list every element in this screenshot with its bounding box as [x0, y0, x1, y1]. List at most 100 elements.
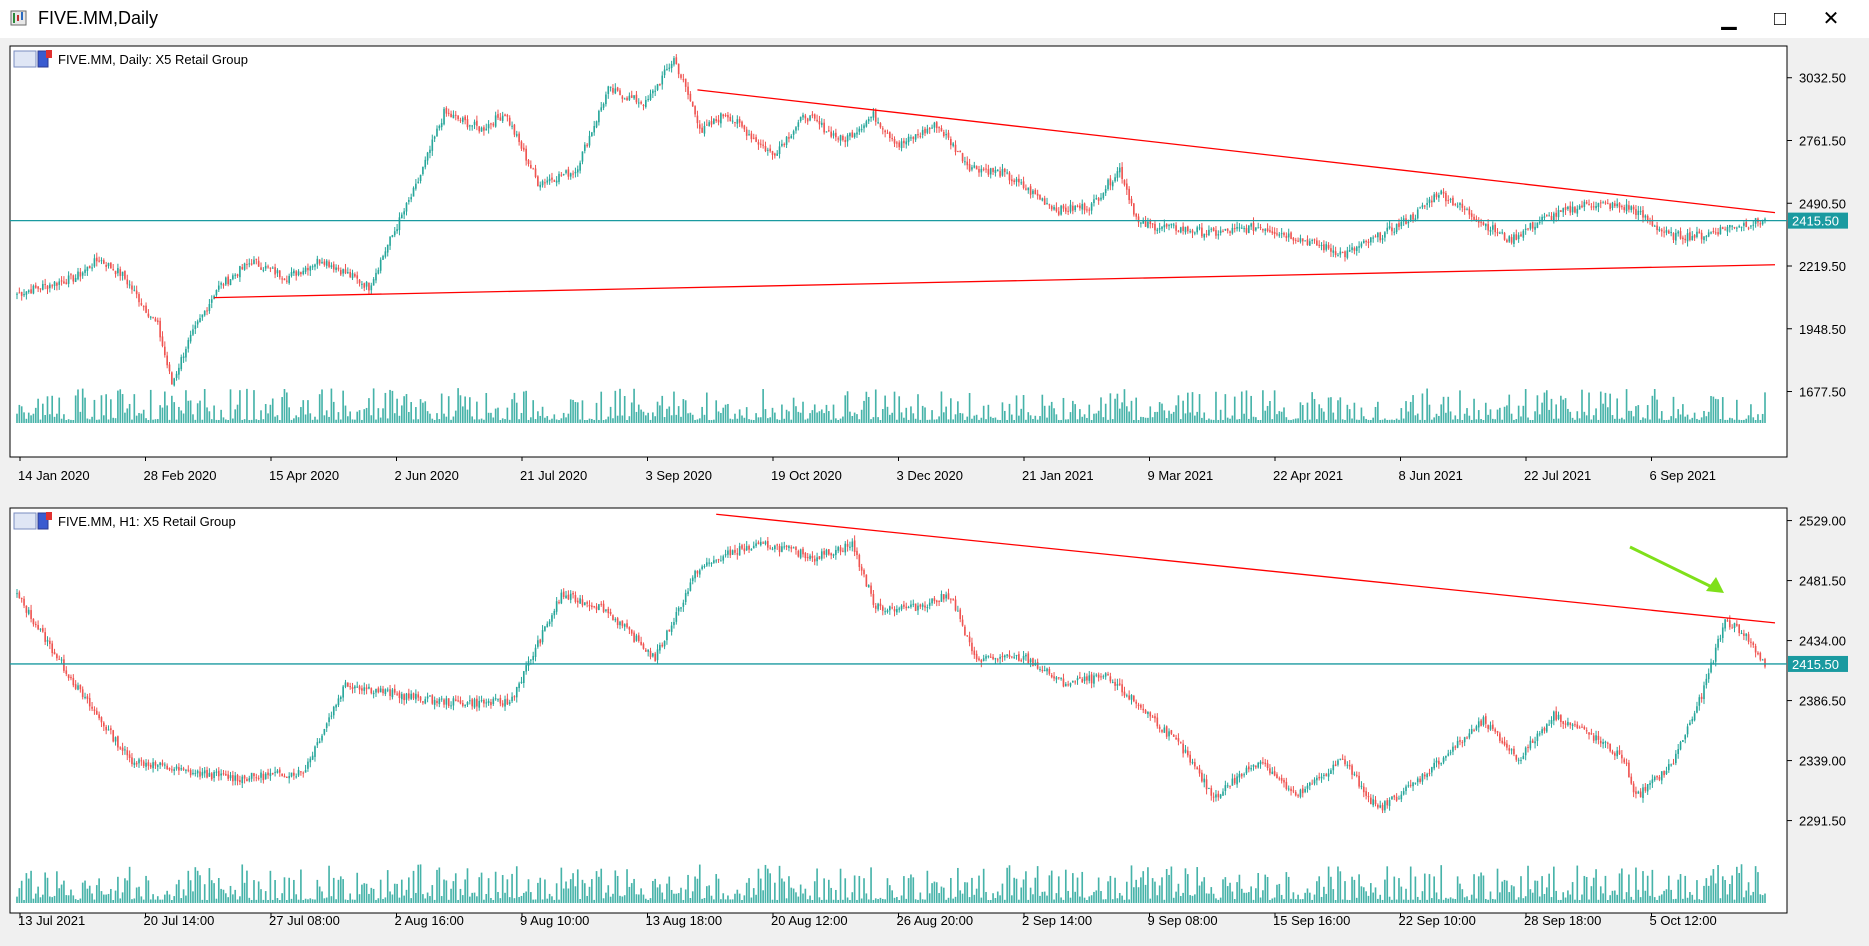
volume-bar — [1144, 884, 1147, 903]
daily-chart[interactable]: FIVE.MM, Daily: X5 Retail Group2415.5030… — [0, 40, 1869, 492]
volume-bar — [1191, 895, 1194, 903]
candle-body — [347, 272, 349, 274]
volume-bar — [720, 899, 722, 903]
volume-bar — [534, 899, 537, 903]
candle-body — [945, 594, 947, 599]
volume-bar — [1473, 398, 1475, 423]
volume-bar — [1736, 866, 1738, 903]
candle-body — [1299, 789, 1302, 797]
candle-body — [1114, 177, 1116, 182]
candle-body — [309, 758, 312, 763]
candle-body — [1316, 777, 1318, 781]
candle-body — [142, 761, 145, 766]
volume-bar — [684, 400, 687, 423]
candle-body — [668, 629, 671, 632]
candle-body — [1344, 759, 1346, 765]
minimize-button[interactable]: ▁ — [1721, 8, 1737, 30]
volume-bar — [46, 396, 49, 423]
plot-area[interactable] — [9, 45, 1788, 458]
candle-body — [269, 773, 272, 777]
candle-body — [501, 703, 504, 706]
y-axis-label: 2219.50 — [1799, 259, 1846, 274]
volume-bar — [1212, 893, 1215, 903]
candle-body — [93, 258, 96, 267]
candle-body — [72, 677, 75, 686]
volume-bar — [480, 872, 483, 903]
candle-body — [1332, 250, 1335, 253]
candle-body — [1236, 226, 1238, 229]
candle-body — [1170, 730, 1173, 734]
volume-bar — [1081, 416, 1084, 423]
volume-bar — [232, 418, 234, 423]
volume-bar — [954, 896, 957, 903]
volume-bar — [1339, 397, 1342, 423]
hourly-chart[interactable]: FIVE.MM, H1: X5 Retail Group2415.502529.… — [0, 503, 1869, 941]
volume-bar — [93, 399, 96, 423]
candle-body — [626, 97, 628, 101]
volume-bar — [114, 890, 117, 903]
volume-bar — [1083, 897, 1086, 903]
trendline[interactable] — [697, 89, 1776, 214]
volume-bar — [1452, 898, 1454, 903]
candle-body — [1456, 205, 1459, 207]
volume-bar — [863, 878, 865, 903]
volume-bar — [1001, 883, 1004, 903]
trendline[interactable] — [716, 513, 1776, 624]
volume-bar — [358, 894, 361, 903]
volume-bar — [1072, 400, 1074, 423]
volume-bar — [1583, 875, 1586, 903]
volume-bar — [278, 419, 281, 423]
volume-bar — [931, 883, 933, 903]
volume-bar — [1597, 419, 1600, 423]
volume-bar — [1133, 887, 1135, 903]
candle-body — [835, 132, 837, 138]
candle-body — [1510, 237, 1513, 243]
volume-bar — [79, 411, 82, 423]
volume-bar — [677, 893, 680, 903]
volume-bar — [386, 418, 389, 423]
volume-bar — [354, 899, 356, 903]
candle-body — [769, 148, 771, 152]
candle-body — [236, 274, 239, 277]
candle-body — [328, 261, 330, 267]
volume-bar — [750, 419, 753, 423]
volume-bar — [900, 895, 903, 903]
volume-bar — [591, 879, 593, 903]
volume-bar — [1754, 419, 1757, 423]
candle-body — [1231, 227, 1234, 234]
candle-body — [487, 124, 490, 129]
volume-bar — [161, 407, 164, 423]
candle-body — [1597, 735, 1600, 740]
candle-body — [757, 542, 760, 545]
volume-bar — [612, 418, 614, 423]
candle-body — [1628, 205, 1630, 210]
candle-body — [985, 656, 987, 659]
volume-bar — [1764, 392, 1766, 423]
candle-body — [1402, 218, 1405, 222]
candle-body — [227, 774, 229, 779]
candle-body — [1635, 791, 1637, 794]
plot-area[interactable] — [9, 507, 1788, 914]
volume-bar — [1675, 898, 1677, 903]
maximize-button[interactable]: □ — [1773, 8, 1787, 30]
candle-body — [750, 133, 753, 140]
volume-bar — [881, 409, 884, 423]
volume-bar — [105, 394, 107, 423]
volume-bar — [504, 419, 506, 423]
candle-body — [1266, 763, 1269, 769]
volume-bar — [907, 419, 910, 423]
volume-bar — [469, 896, 471, 903]
volume-bar — [748, 419, 750, 423]
candle-body — [522, 147, 525, 150]
volume-bar — [1567, 890, 1569, 903]
volume-bar — [870, 867, 872, 903]
volume-bar — [1689, 419, 1691, 423]
candle-body — [1194, 762, 1196, 767]
annotation-arrow[interactable] — [1629, 545, 1717, 591]
volume-bar — [534, 419, 537, 423]
close-button[interactable]: ✕ — [1822, 8, 1840, 30]
candle-body — [1172, 734, 1175, 737]
candle-body — [267, 266, 269, 268]
candle-body — [210, 773, 213, 780]
trendline[interactable] — [214, 264, 1776, 299]
